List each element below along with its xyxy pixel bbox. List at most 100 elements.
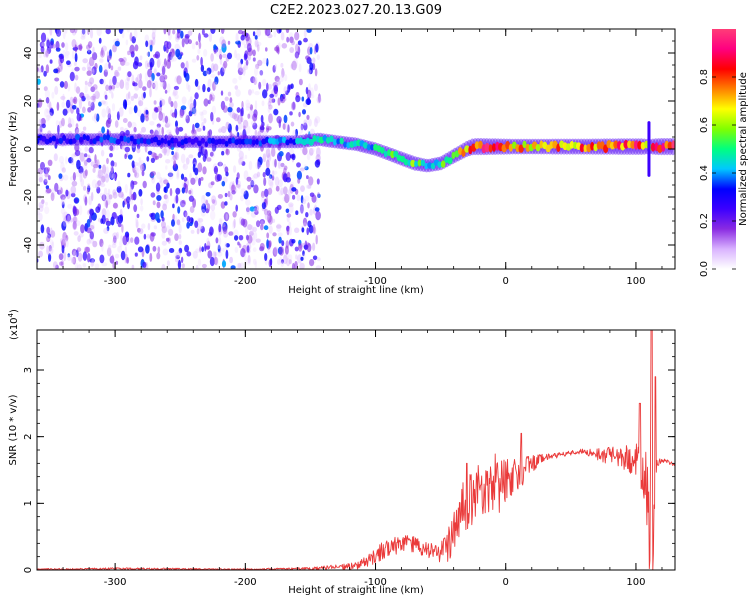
spectrogram-noise-cell [317,192,320,198]
spectrogram-noise-cell [76,159,81,170]
spectrogram-noise-cell [235,89,241,97]
spectrogram-noise-cell [92,167,96,173]
spectrogram-noise-cell [220,67,225,77]
spectrogram-noise-cell [106,247,112,257]
spectrogram-noise-cell [72,172,76,181]
spectrogram-noise-cell [267,248,271,254]
spectrogram-noise-cell [305,184,312,189]
spectrogram-noise-cell [277,161,281,169]
spectrogram-noise-cell [178,247,183,254]
snr-y-tick-label: 1 [23,500,34,506]
spectrogram-noise-cell [216,117,221,123]
spectrogram-noise-cell [80,29,87,38]
spectrogram-noise-cell [241,161,246,166]
spectrogram-noise-cell [161,217,165,222]
spectrogram-noise-cell [141,170,145,177]
spectrogram-noise-cell [111,92,114,99]
spectrogram-ridge-cell [505,141,510,150]
spectrogram-noise-cell [262,153,267,163]
spectrogram-noise-cell [117,222,122,228]
spectrogram-noise-cell [235,32,239,43]
spectrogram-noise-cell [121,193,125,200]
spectrogram-noise-cell [98,178,104,186]
spectrogram-noise-cell [90,261,94,267]
spectrogram-noise-cell [119,209,123,217]
spectrogram-noise-cell [84,196,88,206]
spectrogram-noise-cell [152,140,156,151]
spectrogram-noise-cell [119,240,123,248]
spectrogram-noise-cell [79,152,85,162]
spectrogram-noise-cell [243,64,249,71]
spectrogram-noise-cell [237,241,240,246]
spectrogram-noise-cell [110,65,114,71]
spectrogram-noise-cell [213,256,218,266]
spectrogram-ridge-cell [193,137,199,143]
spectrogram-noise-cell [176,251,181,258]
spectrogram-noise-cell [215,49,221,58]
spectrogram-noise-cell [297,178,301,184]
spectrogram-noise-cell [140,198,143,206]
spectrogram-noise-cell [153,106,159,113]
spectrogram-noise-cell [315,210,321,221]
spectrogram-noise-cell [87,41,93,49]
spectrogram-noise-cell [100,182,106,188]
spectrogram-noise-cell [58,173,63,179]
spectrogram-noise-cell [244,252,247,262]
spectrogram-noise-cell [194,167,199,176]
spectrogram-noise-cell [112,75,117,86]
spectrogram-noise-cell [288,148,295,155]
spectrogram-noise-cell [112,84,115,92]
spectrogram-noise-cell [268,259,272,268]
spectrogram-noise-cell [229,130,233,140]
spectrogram-noise-cell [205,199,209,206]
spectrogram-noise-cell [289,111,293,116]
spectrogram-noise-cell [180,153,186,164]
spectrogram-noise-cell [75,123,79,129]
spectrogram-y-tick-label: -20 [23,189,34,205]
spectrogram-noise-cell [100,100,106,105]
spectrogram-noise-cell [82,251,88,261]
spectrogram-noise-cell [236,172,240,180]
spectrogram-noise-cell [235,183,241,188]
spectrogram-noise-cell [69,71,75,82]
colorbar-bar [712,29,736,269]
spectrogram-noise-cell [55,264,59,269]
spectrogram-noise-cell [45,234,51,241]
spectrogram-noise-cell [124,246,128,255]
spectrogram-noise-cell [114,145,119,151]
spectrogram-noise-cell [167,53,171,63]
spectrogram-noise-cell [207,250,213,259]
spectrogram-noise-cell [101,126,105,134]
spectrogram-noise-cell [45,201,48,206]
spectrogram-noise-cell [200,64,205,72]
spectrogram-noise-cell [169,188,173,197]
spectrogram-noise-cell [44,173,49,178]
colorbar-tick-label: 0.6 [699,117,710,133]
spectrogram-noise-cell [163,58,167,67]
spectrogram-noise-cell [316,147,321,158]
spectrogram-noise-cell [47,159,53,166]
spectrogram-noise-cell [276,224,282,229]
spectrogram-noise-cell [254,129,258,137]
spectrogram-ridge-cell [393,150,399,158]
spectrogram-ridge-cell [539,140,544,149]
spectrogram-noise-cell [247,53,251,61]
spectrogram-noise-cell [70,185,77,195]
spectrogram-noise-cell [63,174,69,181]
snr-x-tick-label: 0 [503,577,509,588]
spectrogram-noise-cell [289,182,295,188]
spectrogram-noise-cell [108,194,113,200]
spectrogram-noise-cell [271,98,276,103]
spectrogram-noise-cell [129,44,135,55]
spectrogram-noise-cell [48,245,52,252]
spectrogram-noise-cell [46,39,51,48]
spectrogram-noise-cell [107,55,112,61]
spectrogram-noise-cell [176,219,181,226]
spectrogram-noise-cell [38,54,42,59]
spectrogram-noise-cell [74,198,78,203]
spectrogram-noise-cell [135,217,138,224]
spectrogram-noise-cell [316,178,320,185]
spectrogram-noise-cell [262,171,266,178]
spectrogram-noise-cell [240,195,244,202]
spectrogram-noise-cell [227,106,233,113]
